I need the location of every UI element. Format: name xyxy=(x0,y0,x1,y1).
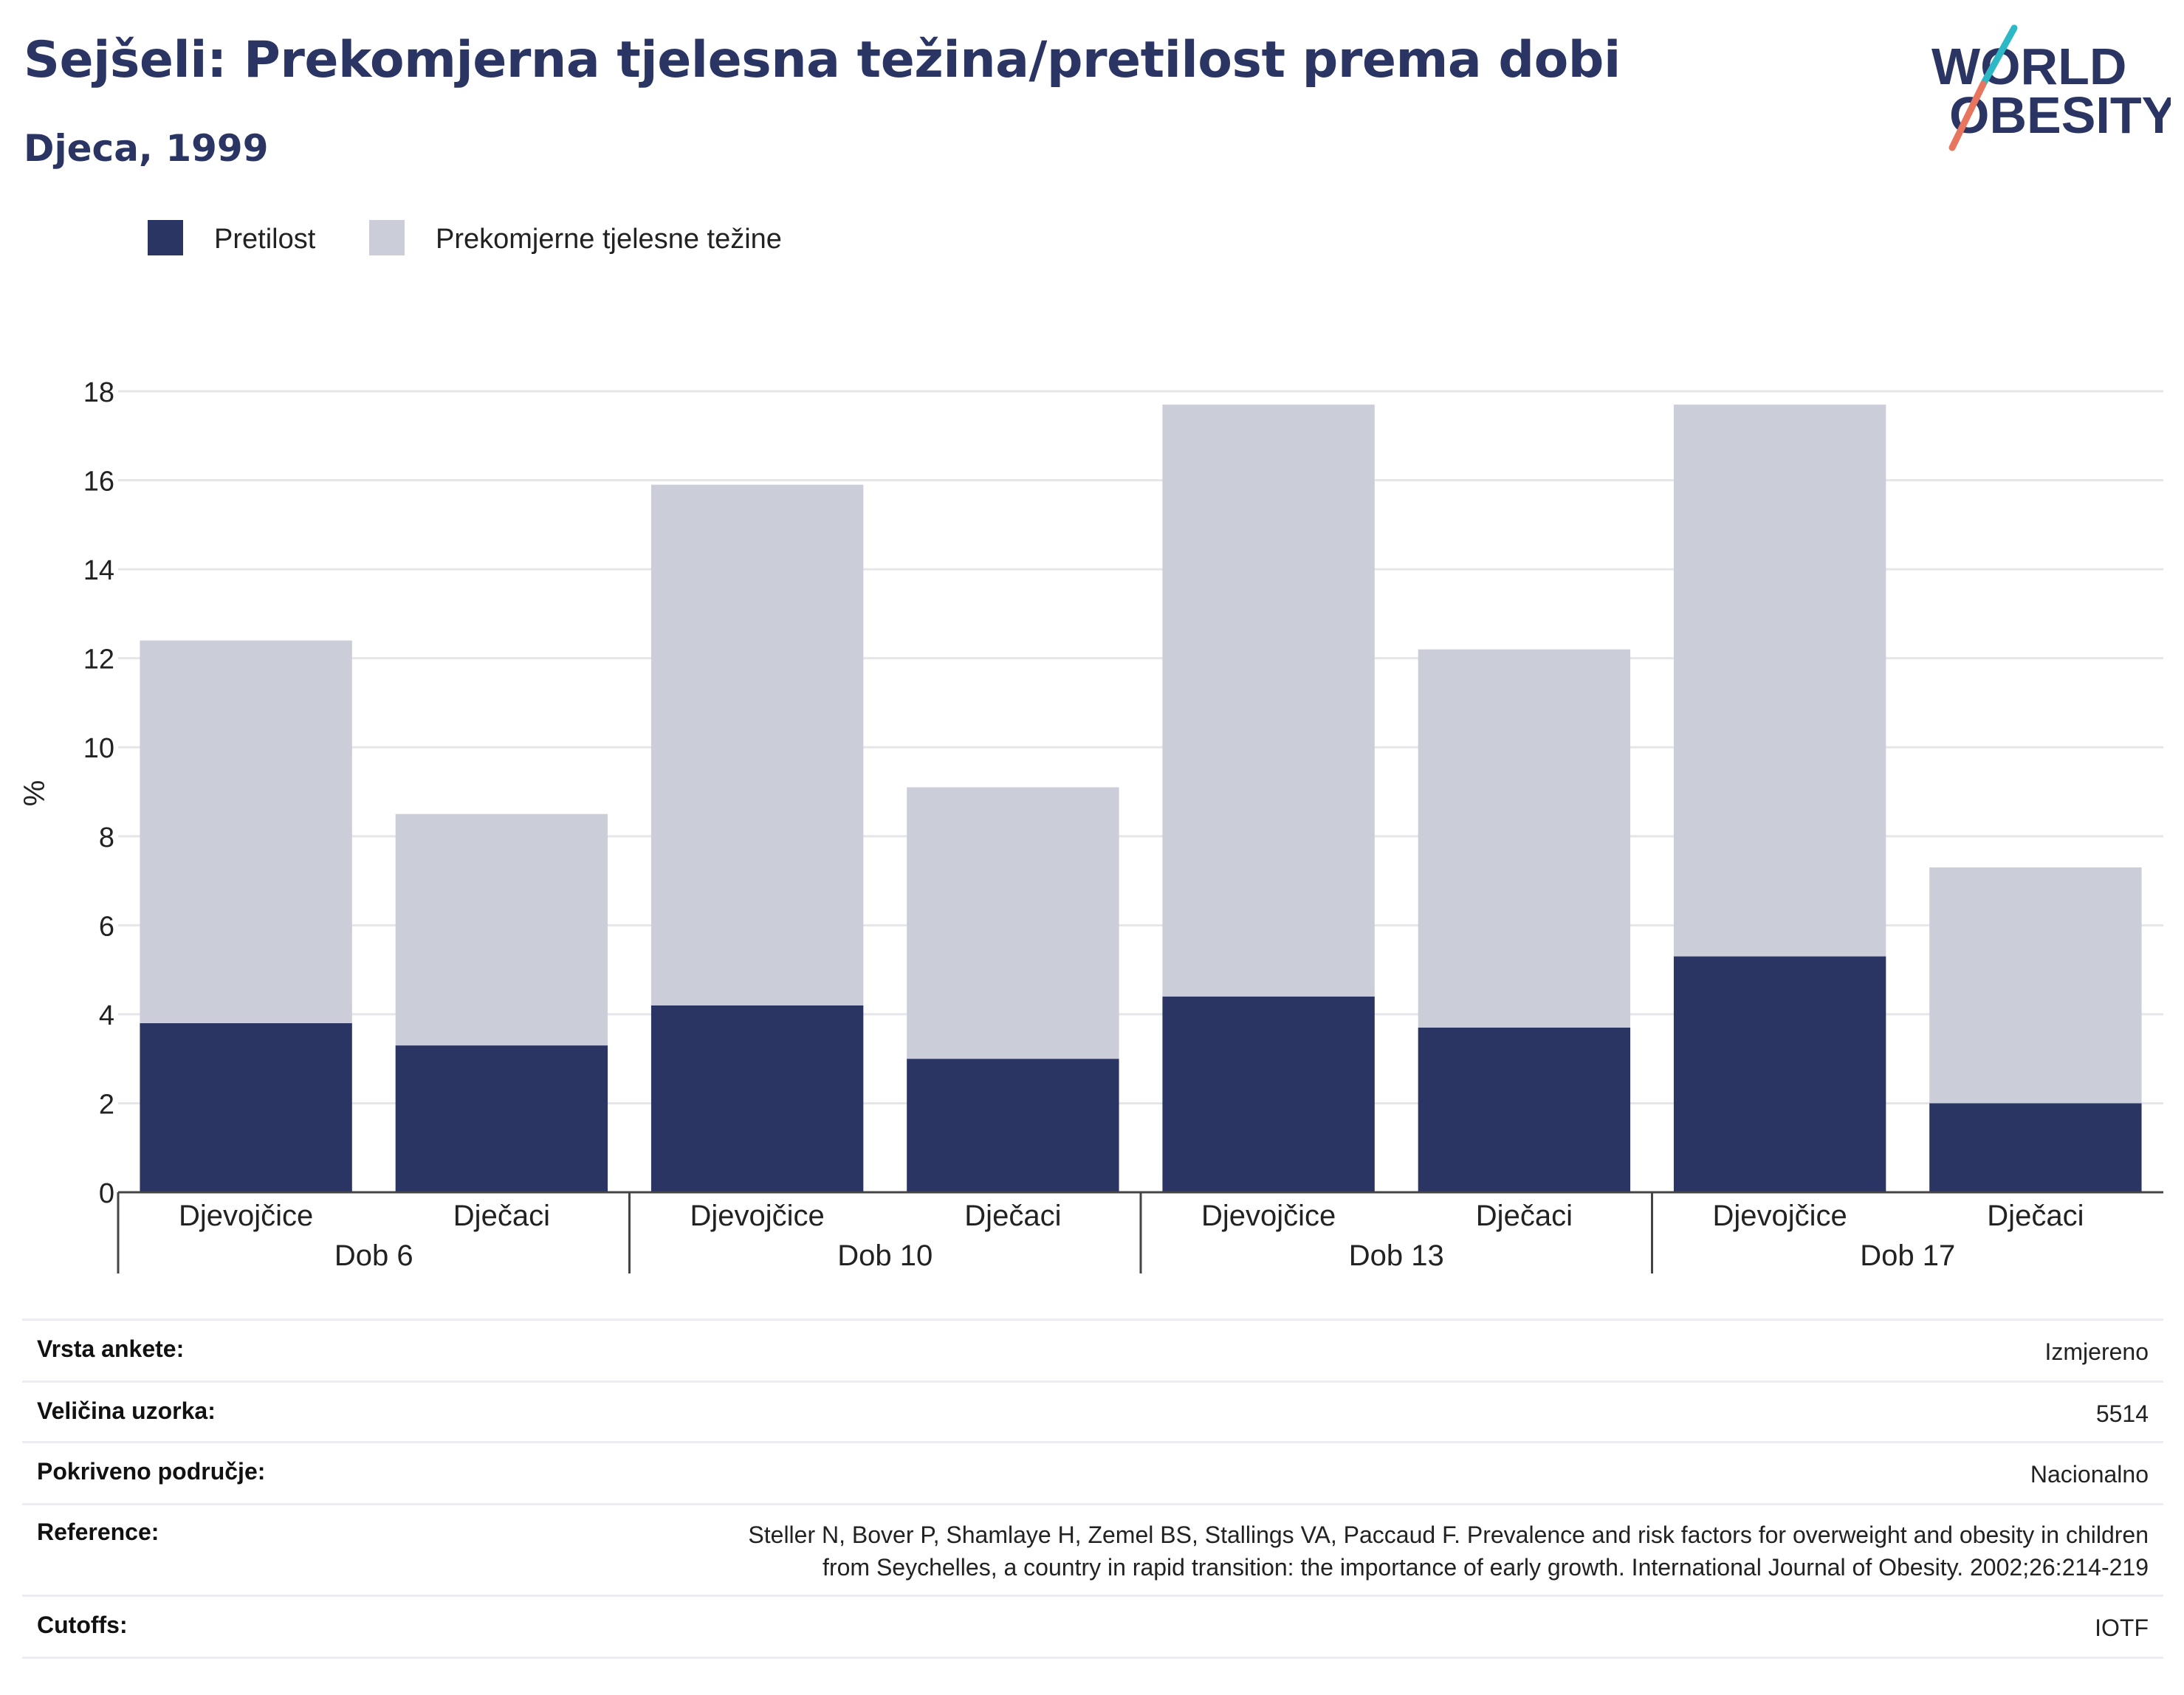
info-value-line: IOTF xyxy=(2095,1615,2149,1641)
x-axis-labels: Djevojčice Dječaci Djevojčice Dječaci Djevoj… xyxy=(179,1200,2084,1272)
legend-label-0: Pretilost xyxy=(214,224,316,255)
x-category-label: Djevojčice xyxy=(690,1200,824,1232)
x-group-label: Dob 10 xyxy=(837,1240,933,1272)
x-category-label: Dječaci xyxy=(1476,1200,1573,1232)
info-value: Steller N, Bover P, Shamlaye H, Zemel BS… xyxy=(748,1519,2149,1584)
survey-info-table: Vrsta ankete: Izmjereno Veličina uzorka: 55… xyxy=(22,1318,2163,1659)
y-tick-label: 12 xyxy=(83,644,114,675)
x-category-label: Djevojčice xyxy=(179,1200,313,1232)
info-row: Veličina uzorka: 5514 xyxy=(22,1381,2163,1441)
info-label: Veličina uzorka: xyxy=(37,1397,216,1424)
bar-overweight-5 xyxy=(1418,649,1631,1028)
chart-title: Sejšeli: Prekomjerna tjelesna težina/pre… xyxy=(24,31,1621,89)
y-tick-label: 18 xyxy=(83,377,114,408)
bar-overweight-1 xyxy=(395,814,608,1046)
x-category-label: Dječaci xyxy=(453,1200,550,1232)
bar-obesity-2 xyxy=(650,1005,864,1192)
bar-obesity-7 xyxy=(1929,1103,2142,1192)
x-category-label: Dječaci xyxy=(964,1200,1061,1232)
info-value: 5514 xyxy=(2096,1397,2149,1430)
legend-swatch-0 xyxy=(148,220,183,255)
bar-obesity-3 xyxy=(907,1059,1119,1192)
logo-slash-coral xyxy=(1948,80,1987,151)
info-row: Vrsta ankete: Izmjereno xyxy=(22,1318,2163,1381)
info-row: Cutoffs: IOTF xyxy=(22,1595,2163,1657)
x-group-label: Dob 6 xyxy=(334,1240,413,1272)
x-category-label: Dječaci xyxy=(1987,1200,2084,1232)
info-value-line: Izmjereno xyxy=(2044,1338,2149,1365)
bar-obesity-0 xyxy=(140,1022,352,1192)
y-tick-label: 10 xyxy=(83,733,114,764)
info-value: Nacionalno xyxy=(2030,1458,2149,1491)
bar-overweight-4 xyxy=(1162,405,1375,997)
info-value: IOTF xyxy=(2095,1612,2149,1644)
bars xyxy=(140,405,2142,1192)
bar-overweight-3 xyxy=(907,787,1119,1059)
x-category-label: Djevojčice xyxy=(1712,1200,1847,1232)
bar-obesity-5 xyxy=(1418,1027,1631,1192)
y-tick-label: 14 xyxy=(83,555,114,586)
info-value-line: from Seychelles, a country in rapid tran… xyxy=(823,1554,2149,1581)
x-group-label: Dob 13 xyxy=(1349,1240,1444,1272)
stacked-bar-chart: Pretilost Prekomjerne tjelesne težine 0 2 4… xyxy=(18,220,2163,1273)
y-axis-label: % xyxy=(18,780,51,807)
bar-overweight-6 xyxy=(1673,405,1886,957)
logo-word-world: WORLD xyxy=(1931,38,2126,95)
y-tick-label: 4 xyxy=(99,1000,114,1031)
info-row: Pokriveno područje: Nacionalno xyxy=(22,1441,2163,1503)
info-value: Izmjereno xyxy=(2045,1335,2149,1368)
world-obesity-logo: WORLD OBESITY xyxy=(1931,24,2171,151)
bar-overweight-0 xyxy=(140,640,352,1023)
info-bottom-border xyxy=(22,1657,2163,1659)
y-axis-ticks: 0 2 4 6 8 10 12 14 16 18% xyxy=(18,377,114,1209)
info-label: Vrsta ankete: xyxy=(37,1335,185,1362)
info-value-line: 5514 xyxy=(2095,1400,2149,1427)
y-tick-label: 2 xyxy=(99,1089,114,1120)
bar-overweight-7 xyxy=(1929,867,2142,1104)
y-tick-label: 8 xyxy=(99,822,114,853)
x-axis xyxy=(117,1191,2163,1273)
bar-obesity-4 xyxy=(1162,996,1375,1192)
y-tick-label: 6 xyxy=(99,911,114,942)
y-tick-label: 0 xyxy=(99,1178,114,1209)
info-value-line: Steller N, Bover P, Shamlaye H, Zemel BS… xyxy=(748,1522,2149,1548)
x-category-label: Djevojčice xyxy=(1201,1200,1336,1232)
info-value-line: Nacionalno xyxy=(2030,1461,2149,1488)
chart-subtitle: Djeca, 1999 xyxy=(24,127,269,170)
info-row: Reference: Steller N, Bover P, Shamlaye H… xyxy=(22,1503,2163,1595)
bar-obesity-6 xyxy=(1673,956,1886,1192)
y-tick-label: 16 xyxy=(83,467,114,498)
logo-slash-teal xyxy=(1979,24,2018,88)
bar-obesity-1 xyxy=(395,1045,608,1192)
legend: Pretilost Prekomjerne tjelesne težine xyxy=(148,220,782,255)
info-label: Reference: xyxy=(37,1519,159,1545)
legend-swatch-1 xyxy=(369,220,405,255)
logo-word-obesity: OBESITY xyxy=(1949,86,2171,144)
x-group-label: Dob 17 xyxy=(1860,1240,1955,1272)
legend-label-1: Prekomjerne tjelesne težine xyxy=(436,224,782,255)
info-label: Pokriveno područje: xyxy=(37,1458,266,1485)
info-label: Cutoffs: xyxy=(37,1612,128,1638)
bar-overweight-2 xyxy=(650,484,864,1005)
